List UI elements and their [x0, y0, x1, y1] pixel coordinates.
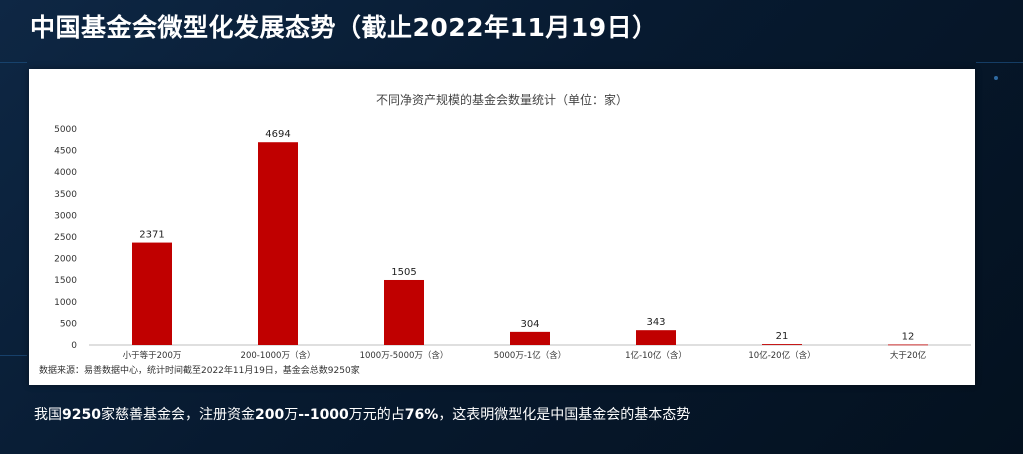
data-label: 304	[520, 319, 539, 330]
x-tick-label: 10亿-20亿（含）	[748, 350, 815, 361]
x-tick-label: 小于等于200万	[123, 350, 182, 361]
bar	[258, 142, 298, 345]
slide-title: 中国基金会微型化发展态势（截止2022年11月19日）	[30, 13, 658, 42]
caption-part: ，这表明微型化是中国基金会的基本态势	[438, 407, 691, 423]
decor-dot	[994, 76, 998, 80]
y-tick-label: 1500	[54, 276, 77, 286]
data-label: 12	[902, 331, 915, 342]
caption-part: 200	[254, 407, 285, 423]
y-tick-label: 500	[60, 319, 77, 329]
caption-part: --1000	[298, 407, 349, 423]
bar	[132, 242, 172, 345]
y-tick-label: 3000	[54, 211, 77, 221]
caption-part: 万元的占	[348, 407, 405, 423]
decor-line-left	[0, 62, 27, 63]
caption-part: 万	[284, 407, 299, 423]
y-tick-label: 1000	[54, 298, 77, 308]
x-tick-label: 200-1000万（含）	[241, 350, 316, 361]
caption-part: 我国	[34, 407, 62, 423]
data-label: 21	[776, 331, 789, 342]
x-tick-label: 大于20亿	[890, 350, 926, 361]
bar-chart: 不同净资产规模的基金会数量统计（单位：家） 0 500 1000 1500 2000 250…	[39, 92, 971, 376]
y-tick-label: 5000	[54, 125, 77, 135]
source-note: 数据来源：易善数据中心，统计时间截至2022年11月19日，基金会总数9250家	[39, 364, 360, 376]
bar	[888, 344, 928, 346]
data-label: 2371	[139, 230, 164, 241]
data-label: 343	[646, 317, 665, 328]
decor-line-bottom	[0, 355, 27, 356]
x-tick-label: 1000万-5000万（含）	[360, 350, 449, 361]
caption-part: 9250	[62, 407, 101, 423]
bar	[510, 331, 550, 345]
x-tick-label: 1亿-10亿（含）	[625, 350, 687, 361]
bar	[636, 330, 676, 345]
caption-part: 76%	[404, 407, 439, 423]
bar	[762, 344, 802, 345]
y-tick-label: 3500	[54, 190, 77, 200]
y-tick-label: 2000	[54, 255, 77, 265]
y-tick-label: 4500	[54, 147, 77, 157]
decor-line-right	[976, 62, 1023, 63]
slide-caption: 我国9250家慈善基金会，注册资金200万--1000万元的占76%，这表明微型…	[34, 404, 690, 424]
data-label: 4694	[265, 129, 290, 140]
caption-part: 家慈善基金会，注册资金	[100, 407, 255, 423]
y-tick-label: 4000	[54, 168, 77, 178]
x-tick-label: 5000万-1亿（含）	[494, 350, 567, 361]
data-label: 1505	[391, 267, 416, 278]
chart-title: 不同净资产规模的基金会数量统计（单位：家）	[376, 92, 628, 107]
chart-panel: 不同净资产规模的基金会数量统计（单位：家） 0 500 1000 1500 2000 250…	[29, 69, 975, 385]
y-tick-label: 2500	[54, 233, 77, 243]
y-tick-label: 0	[71, 341, 77, 351]
bar	[384, 279, 424, 345]
